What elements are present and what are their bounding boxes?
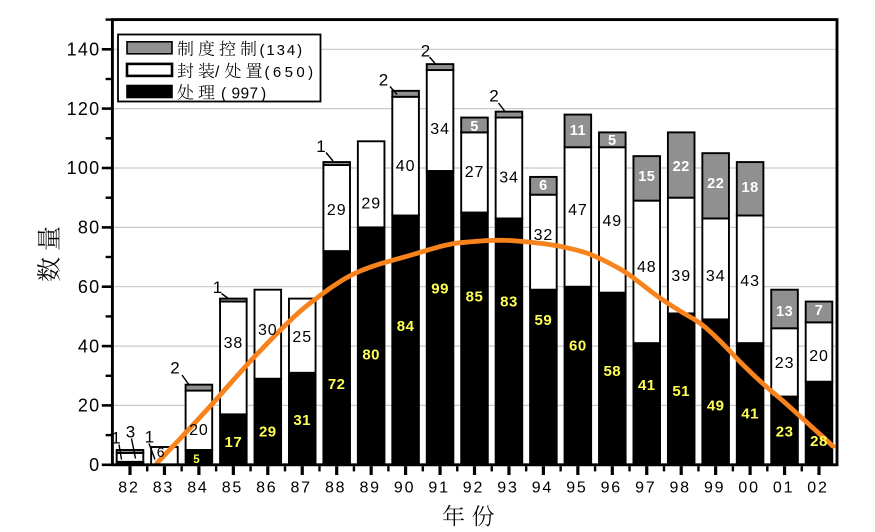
svg-text:5: 5 bbox=[470, 119, 479, 135]
svg-text:1: 1 bbox=[316, 137, 325, 156]
svg-text:25: 25 bbox=[292, 329, 312, 346]
svg-text:13: 13 bbox=[776, 304, 793, 320]
svg-text:29: 29 bbox=[327, 202, 347, 219]
svg-text:51: 51 bbox=[672, 383, 690, 400]
svg-text:1: 1 bbox=[213, 278, 222, 297]
svg-text:96: 96 bbox=[601, 480, 622, 497]
svg-text:60: 60 bbox=[78, 277, 100, 297]
svg-text:49: 49 bbox=[602, 213, 622, 230]
svg-text:100: 100 bbox=[67, 158, 101, 178]
svg-text:31: 31 bbox=[293, 412, 311, 429]
svg-text:58: 58 bbox=[603, 363, 621, 380]
svg-text:29: 29 bbox=[361, 195, 381, 212]
svg-text:41: 41 bbox=[741, 405, 759, 422]
svg-text:11: 11 bbox=[570, 123, 586, 139]
svg-text:90: 90 bbox=[394, 480, 415, 497]
svg-text:40: 40 bbox=[78, 336, 100, 356]
svg-text:32: 32 bbox=[534, 227, 554, 244]
svg-text:22: 22 bbox=[707, 176, 724, 192]
svg-text:97: 97 bbox=[635, 480, 656, 497]
svg-text:84: 84 bbox=[397, 318, 415, 335]
svg-text:5: 5 bbox=[608, 133, 617, 149]
svg-text:72: 72 bbox=[328, 376, 346, 393]
svg-text:92: 92 bbox=[463, 480, 484, 497]
svg-text:34: 34 bbox=[499, 169, 519, 186]
svg-text:48: 48 bbox=[637, 259, 657, 276]
svg-text:80: 80 bbox=[362, 346, 380, 363]
svg-text:15: 15 bbox=[638, 169, 655, 185]
svg-text:82: 82 bbox=[118, 480, 139, 497]
svg-text:59: 59 bbox=[535, 312, 553, 329]
svg-text:94: 94 bbox=[532, 480, 553, 497]
svg-text:120: 120 bbox=[67, 99, 101, 119]
svg-text:140: 140 bbox=[67, 40, 101, 60]
svg-text:2: 2 bbox=[421, 42, 430, 61]
svg-text:20: 20 bbox=[189, 422, 209, 439]
svg-text:41: 41 bbox=[638, 377, 656, 394]
svg-text:2: 2 bbox=[379, 71, 388, 90]
svg-text:18: 18 bbox=[742, 180, 759, 196]
svg-text:39: 39 bbox=[671, 268, 691, 285]
svg-text:34: 34 bbox=[706, 268, 726, 285]
svg-text:47: 47 bbox=[568, 202, 588, 219]
svg-text:22: 22 bbox=[673, 159, 690, 175]
svg-text:84: 84 bbox=[187, 480, 208, 497]
svg-text:7: 7 bbox=[815, 303, 824, 319]
svg-text:17: 17 bbox=[225, 434, 243, 451]
svg-text:86: 86 bbox=[256, 480, 277, 497]
svg-text:80: 80 bbox=[78, 218, 100, 238]
svg-text:29: 29 bbox=[259, 423, 277, 440]
svg-text:38: 38 bbox=[224, 335, 244, 352]
svg-text:87: 87 bbox=[290, 480, 311, 497]
svg-text:99: 99 bbox=[704, 480, 725, 497]
svg-text:30: 30 bbox=[258, 322, 278, 339]
svg-text:49: 49 bbox=[707, 397, 725, 414]
svg-text:28: 28 bbox=[810, 433, 828, 450]
svg-text:2: 2 bbox=[489, 87, 498, 106]
svg-text:(650): (650) bbox=[265, 64, 317, 81]
svg-text:1: 1 bbox=[145, 428, 154, 447]
svg-text:88: 88 bbox=[325, 480, 346, 497]
svg-text:1: 1 bbox=[111, 429, 120, 448]
svg-text:02: 02 bbox=[807, 480, 828, 497]
svg-text:40: 40 bbox=[396, 158, 416, 175]
svg-text:98: 98 bbox=[669, 480, 690, 497]
svg-text:43: 43 bbox=[740, 273, 760, 290]
svg-text:20: 20 bbox=[809, 348, 829, 365]
svg-text:23: 23 bbox=[775, 355, 795, 372]
svg-text:00: 00 bbox=[738, 480, 759, 497]
svg-text:95: 95 bbox=[566, 480, 587, 497]
svg-text:3: 3 bbox=[126, 423, 135, 442]
svg-text:997: 997 bbox=[232, 86, 259, 103]
svg-text:0: 0 bbox=[89, 455, 100, 475]
svg-text:89: 89 bbox=[359, 480, 380, 497]
svg-text:(134): (134) bbox=[260, 42, 305, 59]
svg-text:99: 99 bbox=[431, 280, 449, 297]
svg-text:/: / bbox=[215, 64, 220, 81]
svg-text:27: 27 bbox=[465, 164, 485, 181]
svg-text:(: ( bbox=[221, 86, 227, 103]
svg-text:85: 85 bbox=[466, 288, 484, 305]
svg-text:85: 85 bbox=[222, 480, 243, 497]
svg-text:23: 23 bbox=[776, 423, 794, 440]
svg-text:20: 20 bbox=[78, 396, 100, 416]
svg-text:60: 60 bbox=[569, 337, 587, 354]
svg-text:91: 91 bbox=[428, 480, 449, 497]
svg-text:93: 93 bbox=[497, 480, 518, 497]
svg-text:01: 01 bbox=[773, 480, 794, 497]
svg-text:6: 6 bbox=[539, 178, 548, 194]
svg-text:6: 6 bbox=[157, 444, 165, 460]
svg-text:5: 5 bbox=[193, 454, 200, 466]
svg-text:2: 2 bbox=[170, 359, 179, 378]
svg-text:83: 83 bbox=[500, 293, 518, 310]
svg-text:83: 83 bbox=[153, 480, 174, 497]
svg-text:): ) bbox=[261, 86, 266, 103]
svg-text:34: 34 bbox=[430, 121, 450, 138]
